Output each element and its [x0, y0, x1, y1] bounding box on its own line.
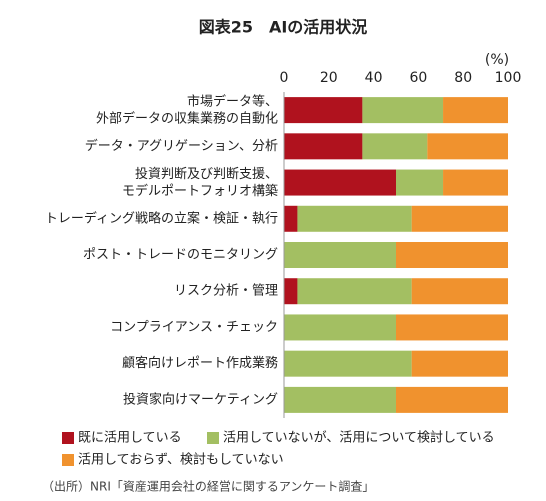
bar-segment [411, 350, 508, 377]
bar-segment [396, 386, 508, 413]
bar-segment [443, 169, 508, 196]
x-tick-label: 20 [320, 70, 338, 86]
bar-segment [396, 169, 444, 196]
bar-segment [284, 278, 298, 305]
bar-segment [284, 314, 396, 341]
bar-segment [362, 97, 444, 124]
bar-segment [362, 133, 428, 160]
x-tick-label: 100 [495, 70, 522, 86]
legend-label: 活用していないが、活用について検討している [223, 430, 495, 446]
x-tick-label: 60 [409, 70, 427, 86]
bar-segment [284, 205, 298, 232]
legend-swatch [207, 432, 219, 444]
bar-segment [284, 350, 412, 377]
bar-segment [284, 133, 363, 160]
legend-swatch [62, 454, 74, 466]
bar-segment [411, 205, 508, 232]
bar-segment [396, 242, 508, 268]
category-label: リスク分析・管理 [174, 284, 278, 299]
bar-segment [284, 386, 396, 413]
category-label: 投資家向けマーケティング [123, 391, 278, 407]
category-label: 顧客向けレポート作成業務 [122, 355, 278, 371]
category-label: 市場データ等、外部データの収集業務の自動化 [96, 93, 278, 126]
category-label: 投資判断及び判断支援、モデルポートフォリオ構築 [122, 166, 278, 199]
x-tick-label: 0 [280, 70, 289, 86]
bar-segment [284, 169, 396, 196]
bar-segment [443, 97, 508, 124]
legend-swatch [62, 432, 74, 444]
category-label: トレーディング戦略の立案・検証・執行 [45, 210, 278, 226]
chart-title: 図表25 AIの活用状況 [199, 18, 368, 37]
bar-segment [297, 205, 412, 232]
category-label: コンプライアンス・チェック [110, 320, 278, 335]
bar-segment [411, 278, 508, 305]
unit-label: (%) [485, 52, 509, 68]
legend-label: 活用しておらず、検討もしていない [78, 452, 284, 468]
category-label: データ・アグリゲーション、分析 [85, 138, 278, 154]
bar-segment [427, 133, 508, 160]
bar-segment [396, 314, 508, 341]
bar-segment [284, 242, 396, 268]
source-note: （出所）NRI「資産運用会社の経営に関するアンケート調査」 [42, 479, 374, 494]
bar-segment [297, 278, 412, 305]
bar-segment [284, 97, 363, 124]
x-tick-label: 40 [365, 70, 383, 86]
legend-label: 既に活用している [78, 431, 182, 446]
x-tick-label: 80 [454, 70, 472, 86]
category-label: ポスト・トレードのモニタリング [83, 248, 278, 263]
